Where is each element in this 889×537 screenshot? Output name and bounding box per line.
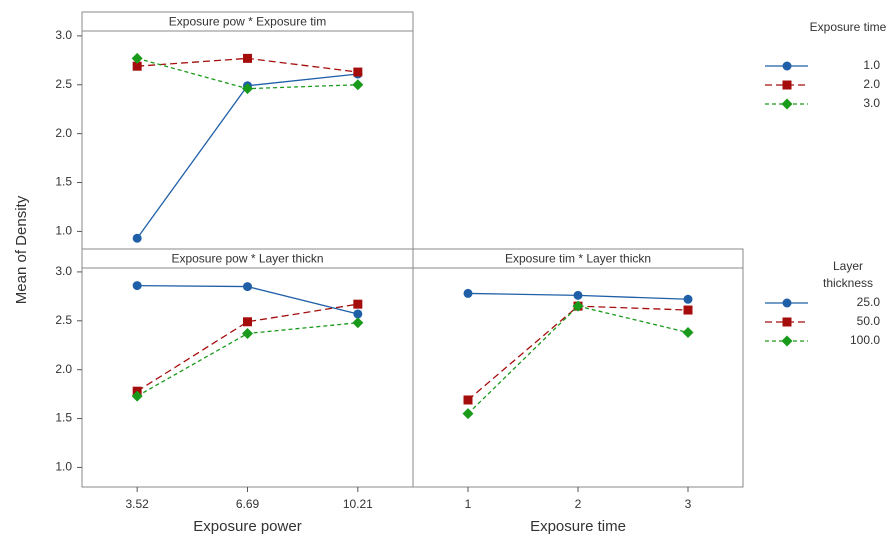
x-tick-label: 1 [465,497,472,511]
marker [132,233,142,243]
marker [243,53,252,63]
x-tick-label: 2 [575,497,582,511]
marker [782,80,792,90]
marker [463,288,473,298]
legend-label: 2.0 [863,77,880,91]
legend-label: 50.0 [857,314,881,328]
y-tick-label: 2.0 [55,126,72,140]
series-line [467,305,689,401]
marker [782,298,792,308]
y-tick-label: 2.5 [55,313,72,327]
x-tick-label: 3 [685,497,692,511]
marker [781,98,793,110]
y-tick-label: 2.0 [55,362,72,376]
marker [463,395,473,405]
y-axis-label: Mean of Density [13,195,30,304]
marker [353,299,363,309]
marker [462,408,474,420]
marker [242,328,253,340]
legend-label: 25.0 [857,295,881,309]
panel-title-bar [81,11,414,32]
marker [352,79,364,91]
marker [132,61,142,71]
marker [242,83,253,95]
series-line [136,303,358,392]
marker [243,282,252,292]
marker [682,327,694,339]
legend-label: 100.0 [850,333,880,347]
marker [683,294,693,304]
x-tick-label: 6.69 [236,497,260,511]
legend-label: 1.0 [863,58,880,72]
marker [131,390,143,402]
marker [782,317,792,327]
x-axis-label: Exposure time [530,518,626,535]
marker [781,335,793,347]
marker [352,317,364,329]
panel-frame [412,248,744,488]
marker [572,300,584,312]
panel-frame [81,11,414,250]
legend-label: 3.0 [863,96,880,110]
x-tick-label: 3.52 [125,497,149,511]
marker [132,281,142,291]
marker [131,52,143,64]
legend-title: Layer thickness [822,259,874,290]
y-tick-label: 2.5 [55,77,72,91]
y-tick-label: 1.5 [55,175,72,189]
y-tick-label: 1.0 [55,460,72,474]
series-line [136,73,358,239]
x-axis-label: Exposure power [193,518,301,535]
x-tick-label: 10.21 [343,497,373,511]
series-line [467,305,689,415]
marker [353,309,363,319]
panel-title: Exposure pow * Exposure tim [169,15,326,29]
marker [573,290,583,300]
panel-title: Exposure tim * Layer thickn [505,252,651,266]
legend-title: Exposure time [809,20,887,34]
y-tick-label: 3.0 [55,28,72,42]
y-tick-label: 1.5 [55,411,72,425]
panel-title: Exposure pow * Layer thickn [171,252,323,266]
y-tick-label: 3.0 [55,264,72,278]
y-tick-label: 1.0 [55,224,72,238]
marker [353,67,363,77]
panel-title-bar [412,248,744,269]
marker [782,61,792,71]
marker [243,317,252,327]
marker [683,305,693,315]
